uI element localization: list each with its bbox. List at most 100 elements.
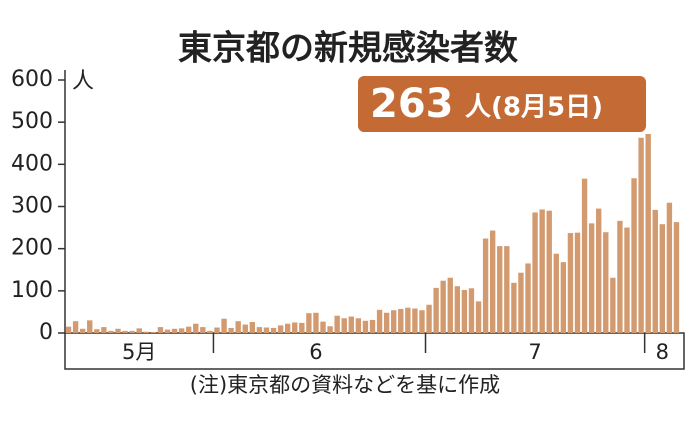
y-unit: 人 <box>72 69 94 94</box>
bar <box>433 287 439 333</box>
bar <box>497 246 503 333</box>
bar <box>560 262 567 333</box>
bar <box>334 315 340 333</box>
bar <box>489 230 496 333</box>
bar <box>539 209 545 333</box>
y-tick-label: 500 <box>11 109 53 134</box>
bar <box>79 328 86 333</box>
bar <box>666 202 673 333</box>
bar <box>631 178 637 333</box>
y-tick-label: 300 <box>11 194 53 219</box>
bar <box>157 327 164 333</box>
bar <box>624 227 630 333</box>
y-tick-label: 100 <box>11 278 53 303</box>
bar <box>412 308 418 333</box>
bar <box>122 330 128 333</box>
bar <box>673 222 680 333</box>
y-tick-label: 600 <box>11 67 53 92</box>
y-tick-label: 200 <box>11 236 53 261</box>
annotation-text: 人(8月5日) <box>465 93 603 123</box>
bar <box>65 326 72 333</box>
bar <box>249 322 256 333</box>
bar <box>532 212 538 333</box>
bar <box>468 288 475 333</box>
bar <box>376 309 383 333</box>
bar <box>645 133 651 333</box>
bar <box>638 137 644 333</box>
bar <box>419 310 425 333</box>
bar <box>553 253 559 333</box>
bar <box>143 331 149 333</box>
bar <box>277 325 284 333</box>
bar <box>178 328 185 333</box>
bar <box>72 321 79 333</box>
bar <box>207 330 213 333</box>
bar <box>383 312 390 333</box>
x-axis-band <box>64 332 685 370</box>
bar <box>659 224 666 333</box>
bar <box>150 332 157 333</box>
bar <box>567 233 574 333</box>
bar <box>200 327 206 333</box>
bar <box>115 328 121 333</box>
bar <box>228 327 234 333</box>
bar <box>355 318 362 333</box>
bar <box>242 324 248 333</box>
bar <box>101 327 107 333</box>
bar <box>475 301 482 333</box>
bar <box>617 220 623 333</box>
bar <box>320 321 326 333</box>
bar <box>574 232 581 333</box>
bar <box>221 318 227 333</box>
bar <box>214 327 220 333</box>
bar <box>454 286 461 333</box>
bar <box>440 280 446 333</box>
bar <box>461 289 468 333</box>
bar <box>171 328 178 333</box>
x-tick-label: 5月 <box>122 340 156 364</box>
bar <box>263 327 270 333</box>
bar <box>369 319 376 333</box>
bar <box>362 320 369 333</box>
chart-title: 東京都の新規感染者数 <box>178 29 518 69</box>
bar <box>108 330 114 333</box>
y-tick-label: 0 <box>39 320 53 345</box>
bar <box>588 223 595 333</box>
bar <box>482 238 489 333</box>
bar <box>348 316 354 333</box>
bar <box>525 263 531 333</box>
x-tick-label: 6 <box>309 340 322 364</box>
y-tick-label: 400 <box>11 151 53 176</box>
bar <box>447 277 453 333</box>
bar <box>426 304 432 333</box>
bar <box>313 312 319 333</box>
bar <box>292 322 298 333</box>
bar <box>405 307 411 333</box>
bar <box>341 318 347 333</box>
bar <box>299 322 305 333</box>
bar <box>306 313 312 333</box>
bar <box>284 323 291 333</box>
annotation-box <box>358 76 646 132</box>
bar <box>652 209 658 333</box>
bar <box>511 282 517 333</box>
bar <box>136 328 142 333</box>
x-tick-label: 8 <box>656 340 669 364</box>
bar <box>193 323 199 333</box>
bar <box>256 327 263 333</box>
bar <box>504 246 510 333</box>
bar <box>546 210 552 333</box>
bar <box>164 329 171 333</box>
annotation-number: 263 <box>370 81 454 127</box>
bar <box>581 178 588 333</box>
bar <box>327 326 333 333</box>
x-tick-label: 7 <box>528 340 541 364</box>
bar <box>129 330 135 333</box>
bar <box>518 272 524 333</box>
bar <box>603 232 609 333</box>
bar <box>235 321 241 333</box>
bar <box>391 310 397 333</box>
bar <box>94 329 100 333</box>
bar <box>398 308 404 333</box>
